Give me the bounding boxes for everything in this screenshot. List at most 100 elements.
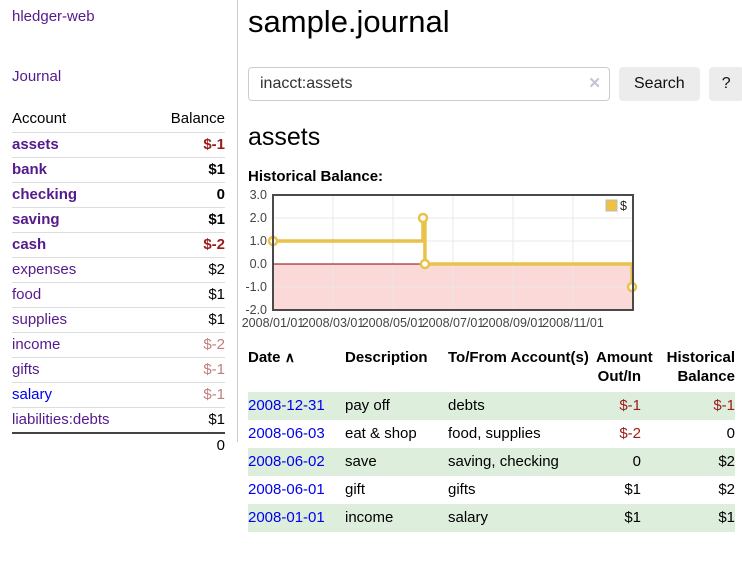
account-balance: $1 (148, 157, 225, 183)
transaction-row: 2008-06-02 save saving, checking 0 $2 (248, 448, 735, 476)
transaction-row: 2008-06-01 gift gifts $1 $2 (248, 476, 735, 504)
account-link[interactable]: expenses (12, 261, 77, 278)
transaction-amount: $-1 (596, 392, 641, 420)
account-link[interactable]: food (12, 286, 42, 303)
account-row: salary $-1 (12, 382, 225, 408)
transaction-description: income (345, 504, 448, 532)
transaction-accounts: debts (448, 392, 596, 420)
date-column-header[interactable]: Date ∧ (248, 349, 295, 366)
description-column-header: Description (345, 349, 428, 366)
transaction-accounts: gifts (448, 481, 476, 498)
account-balance: $1 (148, 207, 225, 233)
account-balance: $-1 (148, 382, 225, 408)
account-row: saving $1 (12, 207, 225, 233)
transaction-balance: $1 (641, 504, 735, 532)
account-row: expenses $2 (12, 257, 225, 283)
account-row: checking 0 (12, 182, 225, 208)
account-balance: $1 (148, 407, 225, 433)
historical-balance-chart: $3.0 2.0 1.0 0.0 -1.0 -2.0 2008/01/01 2008/03/0… (242, 188, 742, 334)
page-title: sample.journal (248, 4, 450, 39)
balance-column-header: Balance (170, 110, 225, 127)
register-table-header: Date ∧ Description To/From Account(s) Am… (248, 348, 735, 392)
transaction-row: 2008-01-01 income salary $1 $1 (248, 504, 735, 532)
account-row: cash $-2 (12, 232, 225, 258)
legend-label: $ (620, 199, 627, 213)
sidebar-item-journal[interactable]: Journal (12, 68, 62, 85)
chart-title: Historical Balance: (248, 168, 384, 185)
account-link[interactable]: saving (12, 211, 60, 228)
transaction-accounts: saving, checking (448, 448, 596, 476)
transaction-row: 2008-12-31 pay off debts $-1 $-1 (248, 392, 735, 420)
account-balance: $-2 (148, 332, 225, 358)
transaction-description: gift (345, 481, 366, 498)
account-balance: $-1 (148, 357, 225, 383)
account-link[interactable]: cash (12, 236, 47, 253)
help-button[interactable]: ? (708, 67, 742, 101)
account-balance: $1 (148, 282, 225, 308)
transaction-date-link[interactable]: 2008-01-01 (248, 509, 325, 526)
y-axis-tick-label: -1.0 (245, 280, 267, 294)
transaction-description: pay off (345, 392, 448, 420)
account-link[interactable]: salary (12, 386, 53, 403)
transaction-balance: $2 (718, 481, 735, 498)
accounts-column-header: To/From Account(s) (448, 349, 589, 366)
transaction-date-link[interactable]: 2008-12-31 (248, 397, 325, 414)
accounts-balance-table: Account Balance assets $-1 bank $1 checking 0… (12, 107, 225, 458)
search-box: ✕ (248, 67, 610, 101)
search-form: ✕ Search ? (248, 67, 742, 101)
y-axis-tick-label: -2.0 (245, 303, 267, 317)
transaction-accounts: food, supplies (448, 425, 541, 442)
sidebar: hledger-web Journal Account Balance asse… (0, 0, 238, 458)
transaction-row: 2008-06-03 eat & shop food, supplies $-2 0 (248, 420, 735, 448)
x-axis-tick-label: 2008/01/01 (242, 316, 305, 330)
account-column-header: Account (12, 110, 67, 127)
transaction-date-link[interactable]: 2008-06-03 (248, 425, 325, 442)
account-link[interactable]: bank (12, 161, 48, 178)
account-row: income $-2 (12, 332, 225, 358)
transaction-date-link[interactable]: 2008-06-02 (248, 453, 325, 470)
account-link[interactable]: checking (12, 186, 78, 203)
account-balance: $-1 (148, 132, 225, 158)
y-axis-tick-label: 2.0 (250, 211, 267, 225)
accounts-table-header: Account Balance (12, 107, 225, 133)
transaction-balance: $-1 (641, 392, 735, 420)
clear-search-icon[interactable]: ✕ (588, 75, 601, 92)
x-axis-tick-label: 2008/11/01 (542, 316, 604, 330)
accounts-total-row: 0 (12, 432, 225, 458)
transaction-description: eat & shop (345, 425, 417, 442)
account-row: food $1 (12, 282, 225, 308)
account-heading: assets (248, 123, 321, 151)
transaction-accounts: salary (448, 504, 596, 532)
account-balance: $-2 (148, 232, 225, 258)
account-balance: 0 (148, 182, 225, 208)
account-balance: $2 (148, 257, 225, 283)
y-axis-tick-label: 1.0 (250, 234, 267, 248)
amount-column-header: Amount Out/In (596, 349, 653, 385)
app-title-link[interactable]: hledger-web (12, 8, 95, 25)
account-row: assets $-1 (12, 132, 225, 158)
account-link[interactable]: income (12, 336, 61, 353)
transaction-balance: 0 (726, 425, 735, 442)
search-input[interactable] (248, 67, 610, 101)
sort-ascending-icon[interactable]: ∧ (284, 349, 295, 365)
account-row: liabilities:debts $1 (12, 407, 225, 433)
account-link[interactable]: supplies (12, 311, 68, 328)
main-content: sample.journal ✕ Search ? assets Histori… (239, 0, 742, 582)
register-table: Date ∧ Description To/From Account(s) Am… (248, 348, 735, 532)
account-row: gifts $-1 (12, 357, 225, 383)
account-link[interactable]: assets (12, 136, 59, 153)
accounts-total-value: 0 (148, 432, 225, 458)
account-row: supplies $1 (12, 307, 225, 333)
y-axis-tick-label: 3.0 (250, 188, 267, 202)
transaction-balance: $2 (641, 448, 735, 476)
account-link[interactable]: gifts (12, 361, 40, 378)
account-balance: $1 (148, 307, 225, 333)
y-axis-tick-label: 0.0 (250, 257, 267, 271)
search-button[interactable]: Search (619, 67, 700, 101)
chart-canvas: $3.0 2.0 1.0 0.0 -1.0 -2.02008/01/012008/03/0… (242, 188, 638, 330)
plot-border (272, 194, 634, 311)
transaction-date-link[interactable]: 2008-06-01 (248, 481, 325, 498)
transaction-description: save (345, 448, 448, 476)
account-link[interactable]: liabilities:debts (12, 411, 110, 428)
x-axis-tick-label: 2008/09/01 (482, 316, 545, 330)
